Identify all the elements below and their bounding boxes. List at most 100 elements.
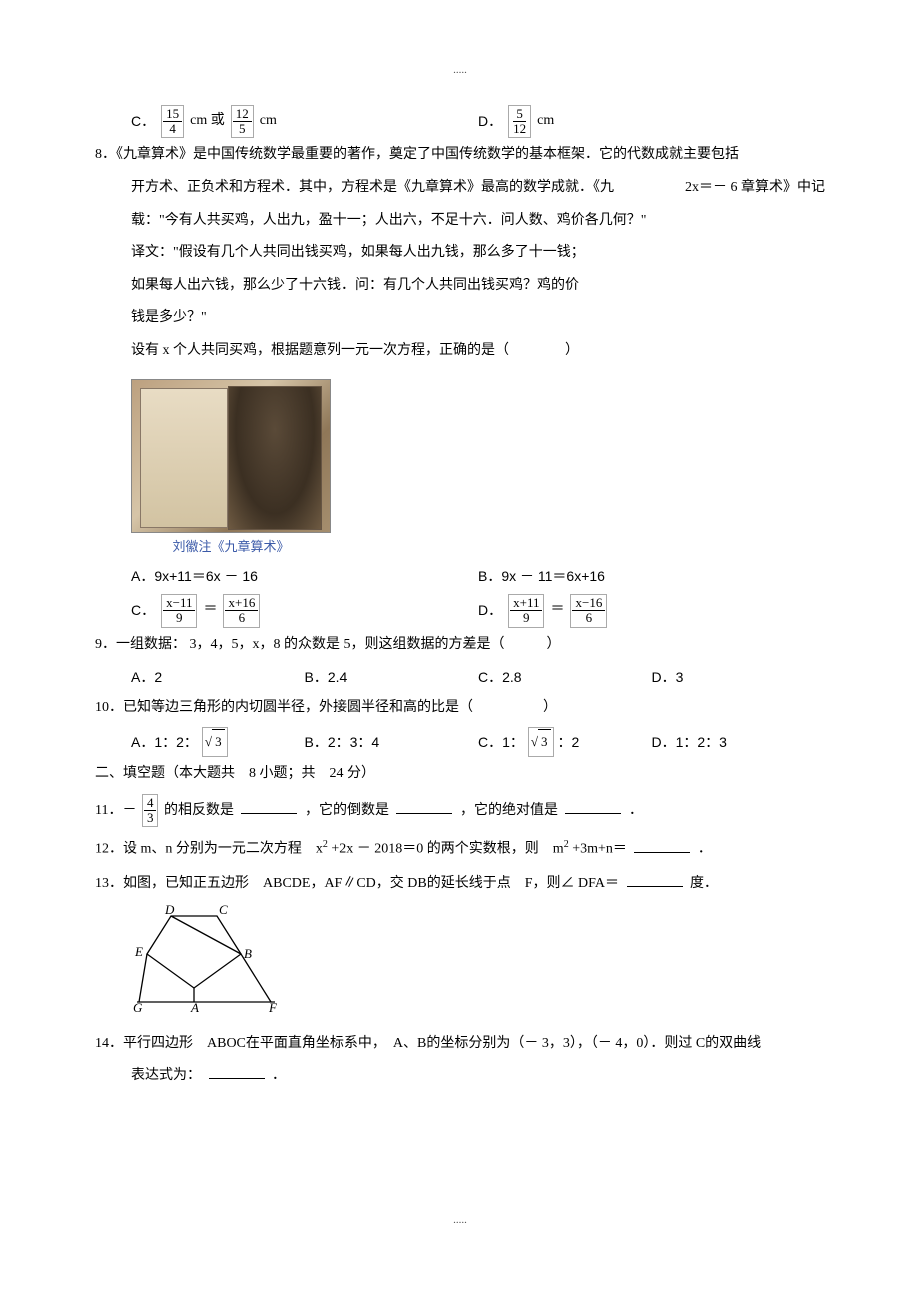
q8d-lfrac: x+11 9: [508, 594, 544, 628]
line-eg: [139, 954, 147, 1002]
sqrt-icon: 3: [202, 727, 228, 757]
q13-figure: D C E B G A F: [131, 904, 825, 1025]
q12: 12．设 m、n 分别为一元二次方程 x 2 +2x － 2018＝0 的两个实数…: [95, 835, 825, 863]
q7c-frac1: 15 4: [161, 105, 184, 139]
q8-line7: 设有 x 个人共同买鸡，根据题意列一元一次方程，正确的是（ ）: [95, 338, 825, 365]
q8d-rfrac: x−16 6: [570, 594, 607, 628]
q10-opt-d: D．1：2：3: [652, 727, 826, 757]
q9-opt-a: A．2: [131, 664, 305, 691]
q14-l1: 14．平行四边形 ABOC在平面直角坐标系中， A、B的坐标分别为（－ 3，3）…: [95, 1031, 825, 1058]
q14-l2-suf: ．: [272, 1068, 286, 1083]
q7d-frac: 5 12: [508, 105, 531, 139]
label-d: D: [164, 904, 175, 917]
q11-frac: 4 3: [142, 794, 159, 828]
frac-num: 15: [163, 107, 182, 122]
footer-dots: .....: [95, 1210, 825, 1231]
q10-opt-a: A．1：2： 3: [131, 727, 305, 757]
q12-t3: +3m+n＝: [572, 842, 627, 857]
blank: [634, 839, 690, 853]
q8-options-ab: A．9x+11＝6x － 16 B．9x － 11＝6x+16: [95, 563, 825, 590]
q8c-eq: ＝: [203, 597, 217, 624]
frac-den: 12: [510, 122, 529, 136]
frac-den: 6: [583, 611, 596, 625]
q10c-pre: C．1：: [478, 729, 524, 756]
blank: [565, 800, 621, 814]
q9-opt-d: D．3: [652, 664, 826, 691]
q14-l2: 表达式为： ．: [95, 1063, 825, 1090]
q10-stem: 10．已知等边三角形的内切圆半径，外接圆半径和高的比是（ ）: [95, 695, 825, 722]
q10-opt-b: B．2：3：4: [305, 727, 479, 757]
line-bf: [241, 954, 271, 1002]
q7c-suf: cm: [260, 108, 277, 135]
q8-l2b: 2x＝－ 6 章算术》中记: [685, 175, 825, 202]
label-a: A: [190, 1000, 199, 1014]
q7c-frac2: 12 5: [231, 105, 254, 139]
q9-stem: 9．一组数据： 3，4，5，x，8 的众数是 5，则这组数据的方差是（ ）: [95, 632, 825, 659]
q13-t1: 13．如图，已知正五边形 ABCDE，AF∥CD，交 DB的延长线于点 F，则∠…: [95, 876, 619, 891]
pentagon-svg: D C E B G A F: [131, 904, 281, 1014]
line-db: [171, 916, 241, 954]
q12-t1: 12．设 m、n 分别为一元二次方程 x: [95, 842, 323, 857]
q8-line4: 译文："假设有几个人共同出钱买鸡，如果每人出九钱，那么多了十一钱；: [95, 240, 825, 267]
blank: [396, 800, 452, 814]
q10-options: A．1：2： 3 B．2：3：4 C．1： 3 ：2 D．1：2：3: [95, 727, 825, 757]
frac-num: x+11: [510, 596, 542, 611]
q8c-label: C．: [131, 597, 155, 624]
frac-den: 3: [144, 811, 157, 825]
q10a-pre: A．1：2：: [131, 729, 198, 756]
q13-t2: 度．: [690, 876, 718, 891]
frac-den: 5: [236, 122, 249, 136]
frac-num: x−11: [163, 596, 195, 611]
frac-num: x−16: [572, 596, 605, 611]
q8-image: 刘徽注《九章算术》: [131, 379, 331, 560]
frac-num: 12: [233, 107, 252, 122]
q9-opt-c: C．2.8: [478, 664, 652, 691]
frac-num: x+16: [225, 596, 258, 611]
exp-2: 2: [564, 839, 569, 850]
label-c: C: [219, 904, 228, 917]
frac-num: 4: [144, 796, 157, 811]
frac-num: 5: [513, 107, 526, 122]
header-dots: .....: [95, 60, 825, 81]
q8-opt-a: A．9x+11＝6x － 16: [131, 563, 478, 590]
label-g: G: [133, 1000, 143, 1014]
q7c-mid: cm 或: [190, 108, 225, 135]
liuhui-portrait: [131, 379, 331, 533]
label-f: F: [268, 1000, 278, 1014]
blank: [627, 873, 683, 887]
q7-opt-c: C． 15 4 cm 或 12 5 cm: [131, 105, 478, 139]
q12-t2: +2x － 2018＝0 的两个实数根，则 m: [331, 842, 563, 857]
q8-line2: 开方术、正负术和方程术．其中，方程术是《九章算术》最高的数学成就．《九 2x＝－…: [95, 175, 825, 202]
q8-line5: 如果每人出六钱，那么少了十六钱．问：有几个人共同出钱买鸡？鸡的价: [95, 273, 825, 300]
frac-den: 4: [166, 122, 179, 136]
radicand: 3: [212, 729, 225, 755]
q10-opt-c: C．1： 3 ：2: [478, 727, 652, 757]
q7d-suf: cm: [537, 108, 554, 135]
frac-den: 9: [520, 611, 533, 625]
q10c-suf: ：2: [558, 729, 580, 756]
radicand: 3: [538, 729, 551, 755]
q11-pre: 11．－: [95, 803, 136, 818]
q7-options-cd: C． 15 4 cm 或 12 5 cm D． 5 12 cm: [95, 105, 825, 139]
frac-den: 9: [173, 611, 186, 625]
q11-t3: ，它的绝对值是: [460, 803, 558, 818]
q8-opt-d: D． x+11 9 ＝ x−16 6: [478, 594, 825, 628]
liuhui-caption: 刘徽注《九章算术》: [131, 535, 331, 560]
q8c-rfrac: x+16 6: [223, 594, 260, 628]
q7d-label: D．: [478, 108, 502, 135]
q11: 11．－ 4 3 的相反数是 ，它的倒数是 ，它的绝对值是 ．: [95, 794, 825, 828]
q8-line6: 钱是多少？": [95, 305, 825, 332]
sqrt-icon: 3: [528, 727, 554, 757]
q7c-label: C．: [131, 108, 155, 135]
q7-opt-d: D． 5 12 cm: [478, 105, 825, 139]
q8d-eq: ＝: [550, 597, 564, 624]
q11-t1: 的相反数是: [164, 803, 234, 818]
q8-line1: 8．《九章算术》是中国传统数学最重要的著作，奠定了中国传统数学的基本框架．它的代…: [95, 142, 825, 169]
q8-l2a: 开方术、正负术和方程术．其中，方程术是《九章算术》最高的数学成就．《九: [131, 175, 614, 202]
q8-opt-b: B．9x － 11＝6x+16: [478, 563, 825, 590]
label-b: B: [244, 946, 252, 961]
q8-options-cd: C． x−11 9 ＝ x+16 6 D． x+11 9 ＝ x−16 6: [95, 594, 825, 628]
blank: [241, 800, 297, 814]
pentagon-shape: [147, 916, 241, 988]
q8c-lfrac: x−11 9: [161, 594, 197, 628]
